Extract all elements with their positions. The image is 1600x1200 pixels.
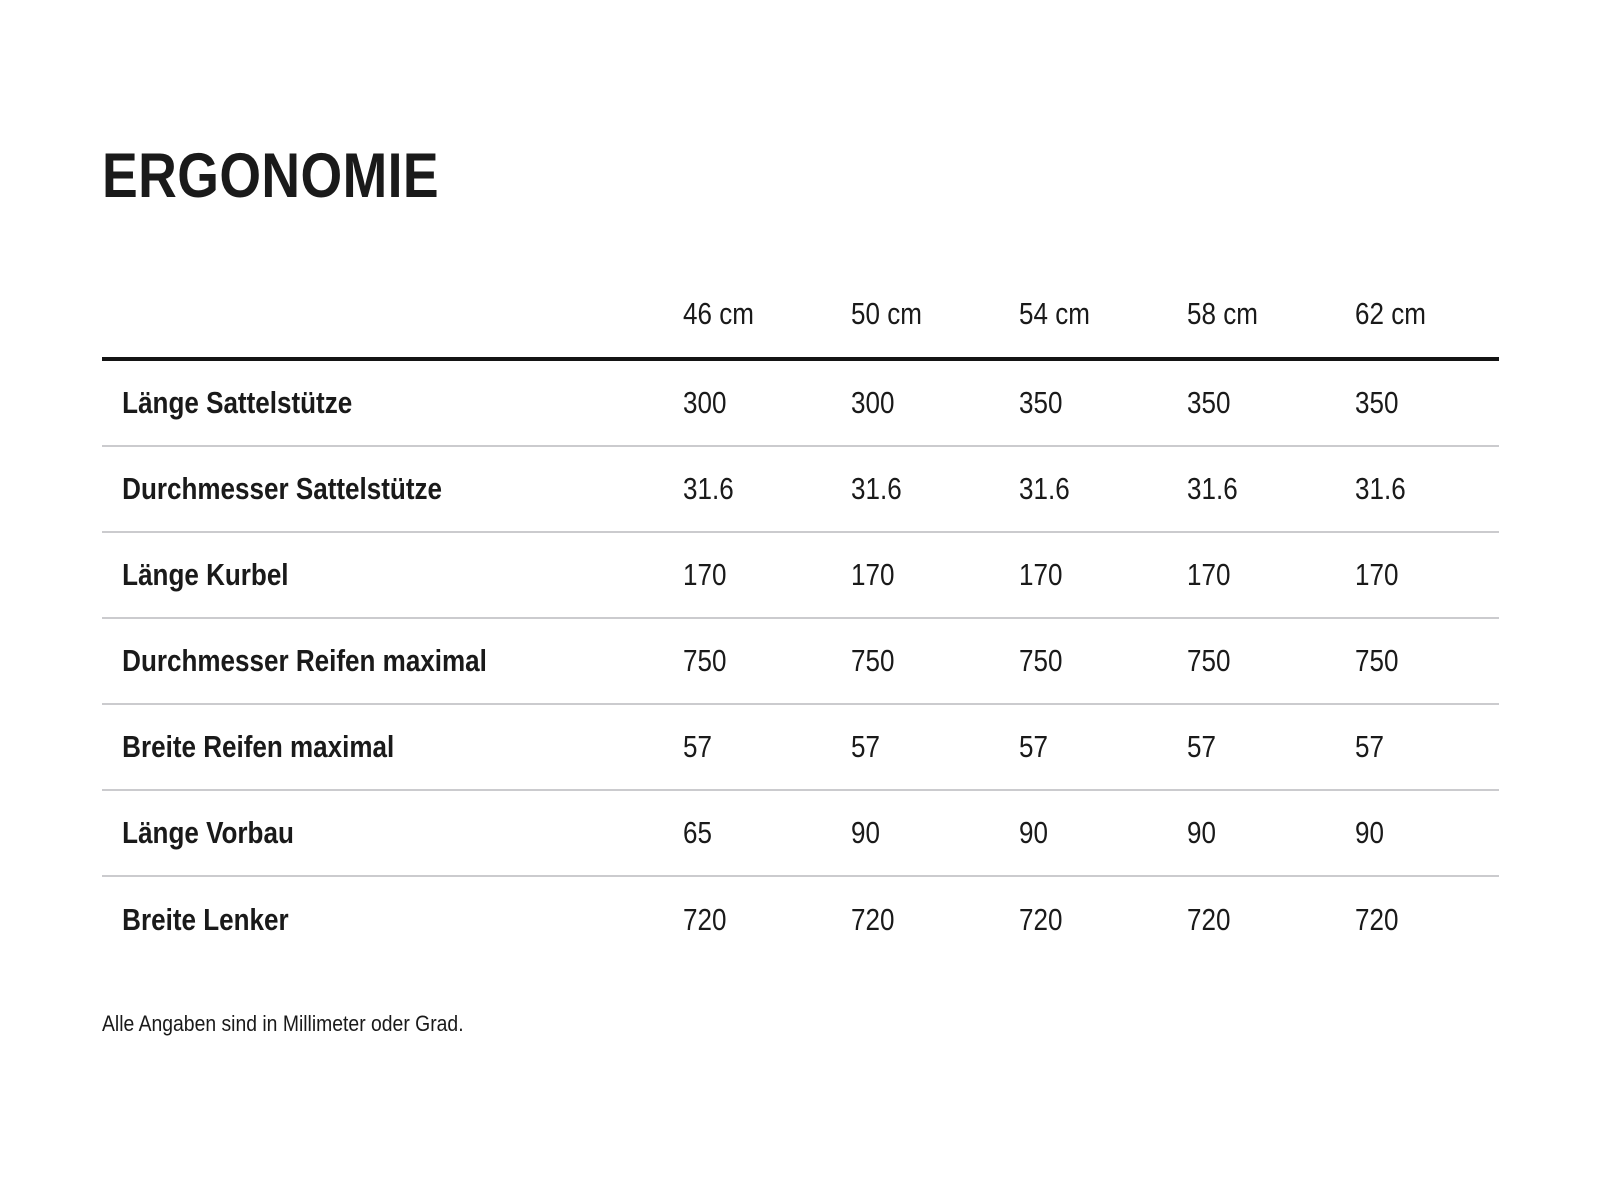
- column-header: 54 cm: [1019, 295, 1090, 331]
- table-row: Durchmesser Sattelstütze 31.6 31.6 31.6 31.6…: [102, 447, 1499, 533]
- cell-value: 720: [1187, 902, 1231, 938]
- cell-value: 350: [1019, 385, 1063, 421]
- cell-value: 720: [851, 902, 895, 938]
- column-header: 62 cm: [1355, 295, 1426, 331]
- cell-value: 90: [1187, 815, 1216, 851]
- cell-value: 57: [851, 729, 880, 765]
- cell-value: 750: [683, 643, 727, 679]
- cell-value: 57: [1187, 729, 1216, 765]
- cell-value: 170: [1187, 557, 1231, 593]
- cell-value: 31.6: [851, 471, 902, 507]
- column-header: 58 cm: [1187, 295, 1258, 331]
- row-label: Länge Vorbau: [122, 815, 294, 851]
- cell-value: 350: [1187, 385, 1231, 421]
- cell-value: 750: [851, 643, 895, 679]
- column-header: 46 cm: [683, 295, 754, 331]
- table-row: Durchmesser Reifen maximal 750 750 750 750 75…: [102, 619, 1499, 705]
- cell-value: 31.6: [1355, 471, 1406, 507]
- table-row: Länge Sattelstütze 300 300 350 350 350: [102, 361, 1499, 447]
- cell-value: 65: [683, 815, 712, 851]
- cell-value: 57: [1355, 729, 1384, 765]
- cell-value: 31.6: [1187, 471, 1238, 507]
- row-label: Durchmesser Sattelstütze: [122, 471, 442, 507]
- table-row: Breite Reifen maximal 57 57 57 57 57: [102, 705, 1499, 791]
- row-label: Durchmesser Reifen maximal: [122, 643, 487, 679]
- table-header-row: 46 cm 50 cm 54 cm 58 cm 62 cm: [102, 270, 1499, 361]
- units-note: Alle Angaben sind in Millimeter oder Gra…: [102, 1011, 464, 1036]
- cell-value: 170: [851, 557, 895, 593]
- table-row: Länge Kurbel 170 170 170 170 170: [102, 533, 1499, 619]
- column-header: 50 cm: [851, 295, 922, 331]
- row-label: Breite Reifen maximal: [122, 729, 395, 765]
- cell-value: 750: [1355, 643, 1399, 679]
- ergonomics-table: 46 cm 50 cm 54 cm 58 cm 62 cm Länge Sattelst…: [102, 270, 1499, 963]
- cell-value: 90: [851, 815, 880, 851]
- cell-value: 170: [1355, 557, 1399, 593]
- row-label: Länge Kurbel: [122, 557, 289, 593]
- cell-value: 31.6: [1019, 471, 1070, 507]
- cell-value: 720: [1355, 902, 1399, 938]
- cell-value: 300: [683, 385, 727, 421]
- page-title: ERGONOMIE: [102, 141, 440, 211]
- cell-value: 57: [683, 729, 712, 765]
- table-body: Länge Sattelstütze 300 300 350 350 350 Durchme…: [102, 361, 1499, 963]
- table-row: Länge Vorbau 65 90 90 90 90: [102, 791, 1499, 877]
- cell-value: 90: [1355, 815, 1384, 851]
- cell-value: 170: [1019, 557, 1063, 593]
- cell-value: 720: [1019, 902, 1063, 938]
- table-row: Breite Lenker 720 720 720 720 720: [102, 877, 1499, 963]
- cell-value: 170: [683, 557, 727, 593]
- cell-value: 750: [1187, 643, 1231, 679]
- cell-value: 90: [1019, 815, 1048, 851]
- cell-value: 750: [1019, 643, 1063, 679]
- cell-value: 720: [683, 902, 727, 938]
- cell-value: 300: [851, 385, 895, 421]
- row-label: Länge Sattelstütze: [122, 385, 353, 421]
- cell-value: 350: [1355, 385, 1399, 421]
- cell-value: 57: [1019, 729, 1048, 765]
- row-label: Breite Lenker: [122, 902, 289, 938]
- cell-value: 31.6: [683, 471, 734, 507]
